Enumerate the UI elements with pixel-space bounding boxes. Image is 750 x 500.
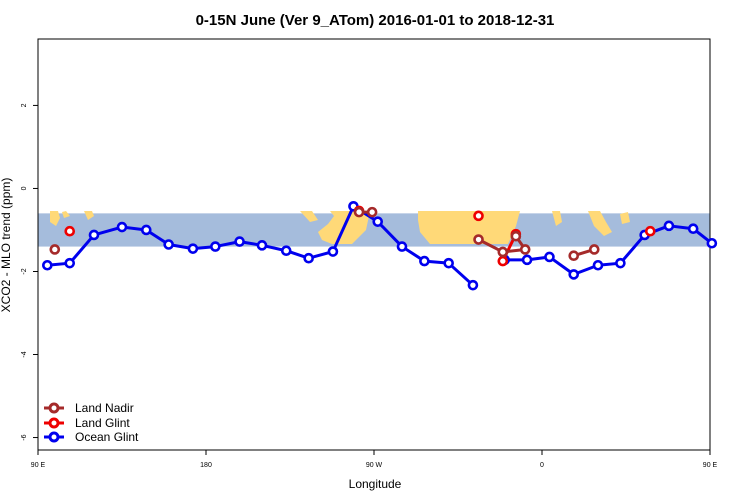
data-point-ocean-glint <box>303 252 314 264</box>
data-point-ocean-glint <box>443 257 454 269</box>
data-point-ocean-glint <box>521 254 533 266</box>
legend-item-ocean-glint: Ocean Glint <box>44 430 139 444</box>
data-point-land-nadir <box>510 230 522 242</box>
data-point-ocean-glint <box>234 236 245 247</box>
x-tick-label: 90 W <box>366 462 383 469</box>
data-point-ocean-glint <box>187 243 199 254</box>
x-axis: 90 E 180 90 W 0 90 E <box>31 450 718 469</box>
land-africa <box>418 211 520 244</box>
land-southeast-asia <box>50 211 94 226</box>
data-point-ocean-glint <box>568 269 580 280</box>
data-point-ocean-glint <box>140 224 152 236</box>
y-tick-label: -4 <box>21 351 28 357</box>
y-tick-label: -2 <box>21 268 28 274</box>
data-point-land-nadir <box>519 244 531 255</box>
data-point-land-glint <box>473 210 484 222</box>
land-southeast-asia-east <box>552 211 630 236</box>
data-point-land-nadir <box>588 244 600 255</box>
series-ocean-glint <box>42 201 718 291</box>
chart-title: 0-15N June (Ver 9_ATom) 2016-01-01 to 20… <box>196 12 555 29</box>
x-tick-label: 90 E <box>31 462 46 469</box>
data-point-ocean-glint <box>419 255 430 267</box>
data-point-land-nadir <box>497 246 509 258</box>
x-tick-label: 180 <box>200 462 212 469</box>
series-line-ocean-glint <box>504 224 713 276</box>
data-point-ocean-glint <box>256 240 268 251</box>
data-point-ocean-glint <box>280 245 292 257</box>
data-point-land-glint <box>497 255 509 267</box>
data-point-ocean-glint <box>544 251 555 263</box>
y-axis-label: XCO2 - MLO trend (ppm) <box>0 178 13 313</box>
x-tick-label: 90 E <box>703 462 718 469</box>
series-layer <box>42 201 718 291</box>
y-tick-label: -6 <box>21 434 28 440</box>
data-point-land-nadir <box>49 244 61 255</box>
data-point-land-glint <box>64 225 76 237</box>
data-point-ocean-glint <box>372 216 384 227</box>
y-tick-label: 2 <box>21 103 28 107</box>
data-point-land-glint <box>644 225 656 237</box>
data-point-land-nadir <box>473 234 484 245</box>
data-point-ocean-glint <box>64 257 76 269</box>
y-tick-label: 0 <box>21 186 28 190</box>
data-point-ocean-glint <box>116 221 128 233</box>
data-point-ocean-glint <box>210 241 221 252</box>
x-tick-label: 0 <box>540 462 544 469</box>
data-point-ocean-glint <box>706 237 718 249</box>
y-axis: 2 0 -2 -4 -6 <box>21 103 38 441</box>
legend-label-land-glint: Land Glint <box>75 416 130 430</box>
data-point-ocean-glint <box>163 239 174 250</box>
data-point-ocean-glint <box>687 223 699 235</box>
legend-label-ocean-glint: Ocean Glint <box>75 430 139 444</box>
land-masses <box>50 211 630 244</box>
data-point-ocean-glint <box>467 279 479 291</box>
series-land-nadir <box>49 206 600 262</box>
series-line-land-nadir <box>477 235 527 254</box>
data-point-land-nadir <box>353 206 365 218</box>
data-point-ocean-glint <box>592 259 604 271</box>
legend-item-land-nadir: Land Nadir <box>44 401 134 415</box>
data-point-ocean-glint <box>88 229 100 241</box>
data-point-ocean-glint <box>396 241 408 252</box>
land-south-america <box>300 211 370 244</box>
data-point-land-nadir <box>568 250 580 262</box>
plot-area <box>37 38 711 451</box>
data-point-ocean-glint <box>42 259 53 271</box>
data-point-ocean-glint <box>327 246 339 257</box>
legend: Land Nadir Land Glint Ocean Glint <box>44 401 139 444</box>
legend-item-land-glint: Land Glint <box>44 416 130 430</box>
data-point-ocean-glint <box>663 220 675 232</box>
legend-label-land-nadir: Land Nadir <box>75 401 134 415</box>
x-axis-label: Longitude <box>349 477 402 491</box>
data-point-ocean-glint <box>615 257 626 269</box>
data-point-land-nadir <box>366 206 378 218</box>
